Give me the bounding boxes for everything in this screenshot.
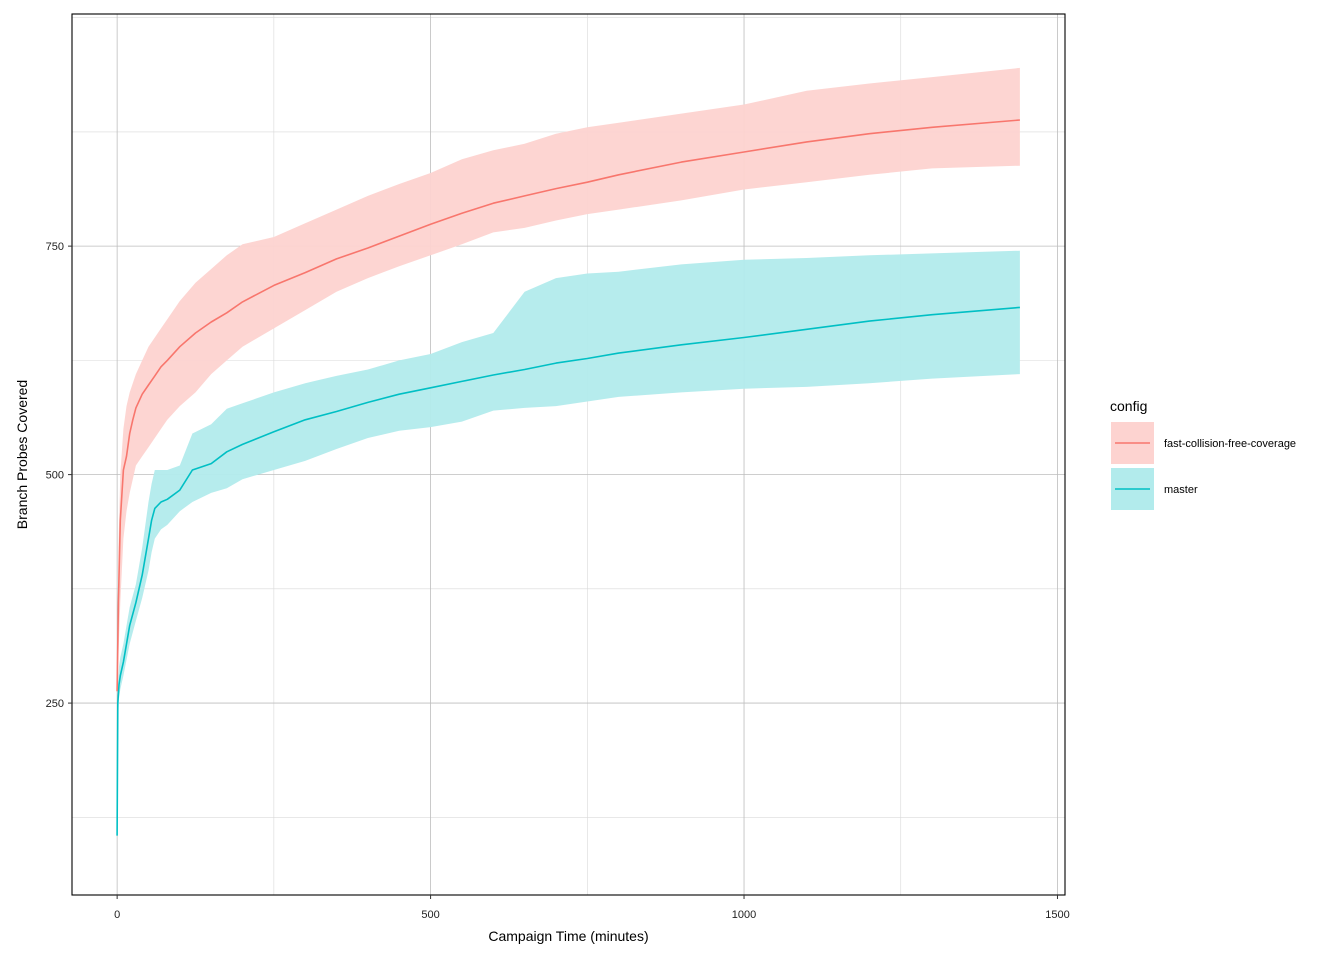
axes: 0 500 1000 1500 250 500 750 bbox=[46, 241, 1070, 921]
legend-items: fast-collision-free-coverage master bbox=[1111, 422, 1296, 510]
legend-item: fast-collision-free-coverage bbox=[1111, 422, 1296, 464]
y-tick-label: 500 bbox=[46, 470, 64, 482]
ribbon-fast-collision-free-coverage bbox=[117, 67, 1020, 692]
x-tick-label: 500 bbox=[421, 909, 439, 921]
x-tick-label: 1500 bbox=[1045, 909, 1069, 921]
legend-label: fast-collision-free-coverage bbox=[1164, 438, 1296, 450]
x-tick-label: 0 bbox=[114, 909, 120, 921]
x-axis-title: Campaign Time (minutes) bbox=[488, 928, 648, 944]
x-tick-label: 1000 bbox=[732, 909, 756, 921]
y-tick-label: 250 bbox=[46, 698, 64, 710]
legend-title: config bbox=[1110, 398, 1147, 414]
legend-label: master bbox=[1164, 484, 1198, 496]
confidence-ribbons bbox=[117, 67, 1020, 836]
y-tick-label: 750 bbox=[46, 241, 64, 253]
legend: config fast-collision-free-coverage maste… bbox=[1110, 398, 1296, 510]
line-master bbox=[116, 306, 1020, 836]
series-lines bbox=[116, 119, 1020, 836]
line-fast-collision-free-coverage bbox=[116, 119, 1020, 692]
y-axis-title: Branch Probes Covered bbox=[14, 380, 30, 529]
ribbon-master bbox=[117, 250, 1020, 836]
plot-panel-border bbox=[71, 13, 1066, 896]
legend-item: master bbox=[1111, 468, 1198, 510]
